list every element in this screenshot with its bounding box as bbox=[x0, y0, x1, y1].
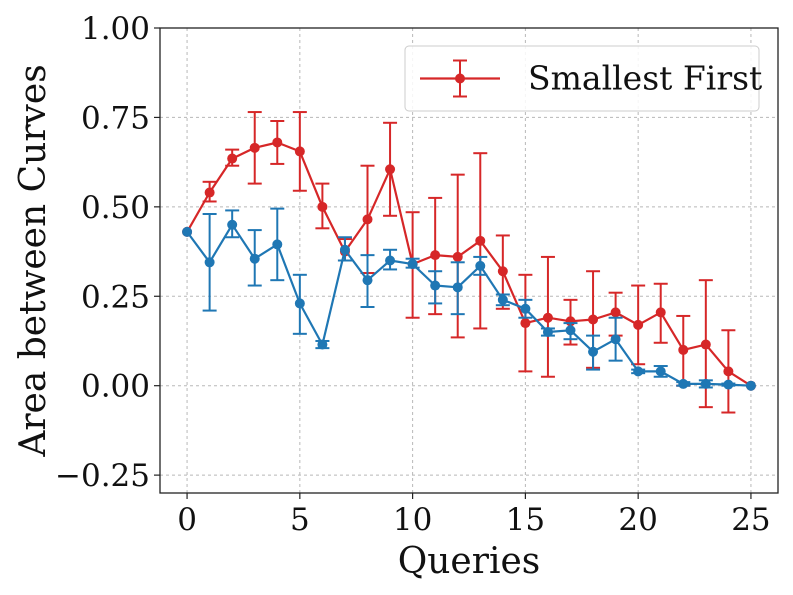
data-point bbox=[430, 280, 441, 291]
plot-frame bbox=[159, 27, 779, 494]
data-point bbox=[610, 307, 621, 318]
x-tick-label: 10 bbox=[393, 502, 432, 538]
data-point bbox=[655, 307, 666, 318]
y-tick-label: −0.25 bbox=[55, 458, 150, 494]
data-point bbox=[362, 275, 373, 286]
data-point bbox=[272, 239, 283, 250]
data-point bbox=[655, 366, 666, 377]
series-line bbox=[186, 141, 752, 387]
data-point bbox=[317, 339, 328, 350]
x-tick-label: 15 bbox=[506, 502, 545, 538]
legend: Smallest First bbox=[404, 45, 762, 112]
data-point bbox=[204, 187, 215, 198]
data-point bbox=[723, 379, 734, 390]
data-point bbox=[249, 253, 260, 264]
data-point bbox=[542, 312, 553, 323]
data-point bbox=[497, 294, 508, 305]
data-point bbox=[565, 325, 576, 336]
legend-label: Smallest First bbox=[528, 59, 762, 98]
data-point bbox=[430, 250, 441, 261]
data-point bbox=[452, 282, 463, 293]
data-point bbox=[700, 339, 711, 350]
data-point bbox=[204, 257, 215, 268]
data-point bbox=[678, 378, 689, 389]
data-point bbox=[700, 378, 711, 389]
data-point bbox=[227, 153, 238, 164]
x-axis-title: Queries bbox=[398, 541, 541, 582]
data-point bbox=[294, 146, 305, 157]
x-tick-label: 5 bbox=[290, 502, 310, 538]
legend-box bbox=[404, 45, 760, 112]
axis-ticks: 0 5 10 15 20 25 −0.25 0.00 0.25 0.50 0.75 1.00 bbox=[55, 11, 771, 538]
data-point bbox=[407, 259, 418, 270]
data-point bbox=[520, 303, 531, 314]
y-tick-label: 0.25 bbox=[81, 279, 150, 315]
series-2 bbox=[182, 207, 756, 391]
data-point bbox=[633, 319, 644, 330]
y-tick-label: 0.75 bbox=[81, 100, 150, 136]
data-point bbox=[452, 251, 463, 262]
data-point bbox=[249, 142, 260, 153]
legend-marker bbox=[420, 59, 500, 98]
series-layer bbox=[182, 111, 756, 414]
data-point bbox=[475, 260, 486, 271]
data-point bbox=[339, 244, 350, 255]
data-point bbox=[678, 344, 689, 355]
data-point bbox=[317, 201, 328, 212]
data-point bbox=[385, 255, 396, 266]
data-point bbox=[497, 266, 508, 277]
data-point bbox=[272, 137, 283, 148]
data-point bbox=[182, 226, 193, 237]
data-point bbox=[745, 380, 756, 391]
data-point bbox=[385, 164, 396, 175]
data-point bbox=[588, 346, 599, 357]
legend-point bbox=[455, 73, 465, 84]
x-tick-label: 20 bbox=[618, 502, 657, 538]
data-point bbox=[520, 318, 531, 329]
data-point bbox=[588, 314, 599, 325]
data-point bbox=[475, 235, 486, 246]
data-point bbox=[610, 334, 621, 345]
data-point bbox=[633, 366, 644, 377]
data-point bbox=[294, 298, 305, 309]
x-tick-label: 0 bbox=[177, 502, 197, 538]
data-point bbox=[362, 214, 373, 225]
y-tick-label: 0.50 bbox=[81, 190, 150, 226]
y-axis-title: Area between Curves bbox=[13, 64, 54, 457]
data-point bbox=[227, 219, 238, 230]
y-tick-label: 0.00 bbox=[81, 369, 150, 405]
data-point bbox=[542, 327, 553, 338]
y-tick-label: 1.00 bbox=[81, 11, 150, 47]
data-point bbox=[723, 366, 734, 377]
series-1 bbox=[182, 111, 756, 414]
x-tick-label: 25 bbox=[731, 502, 770, 538]
